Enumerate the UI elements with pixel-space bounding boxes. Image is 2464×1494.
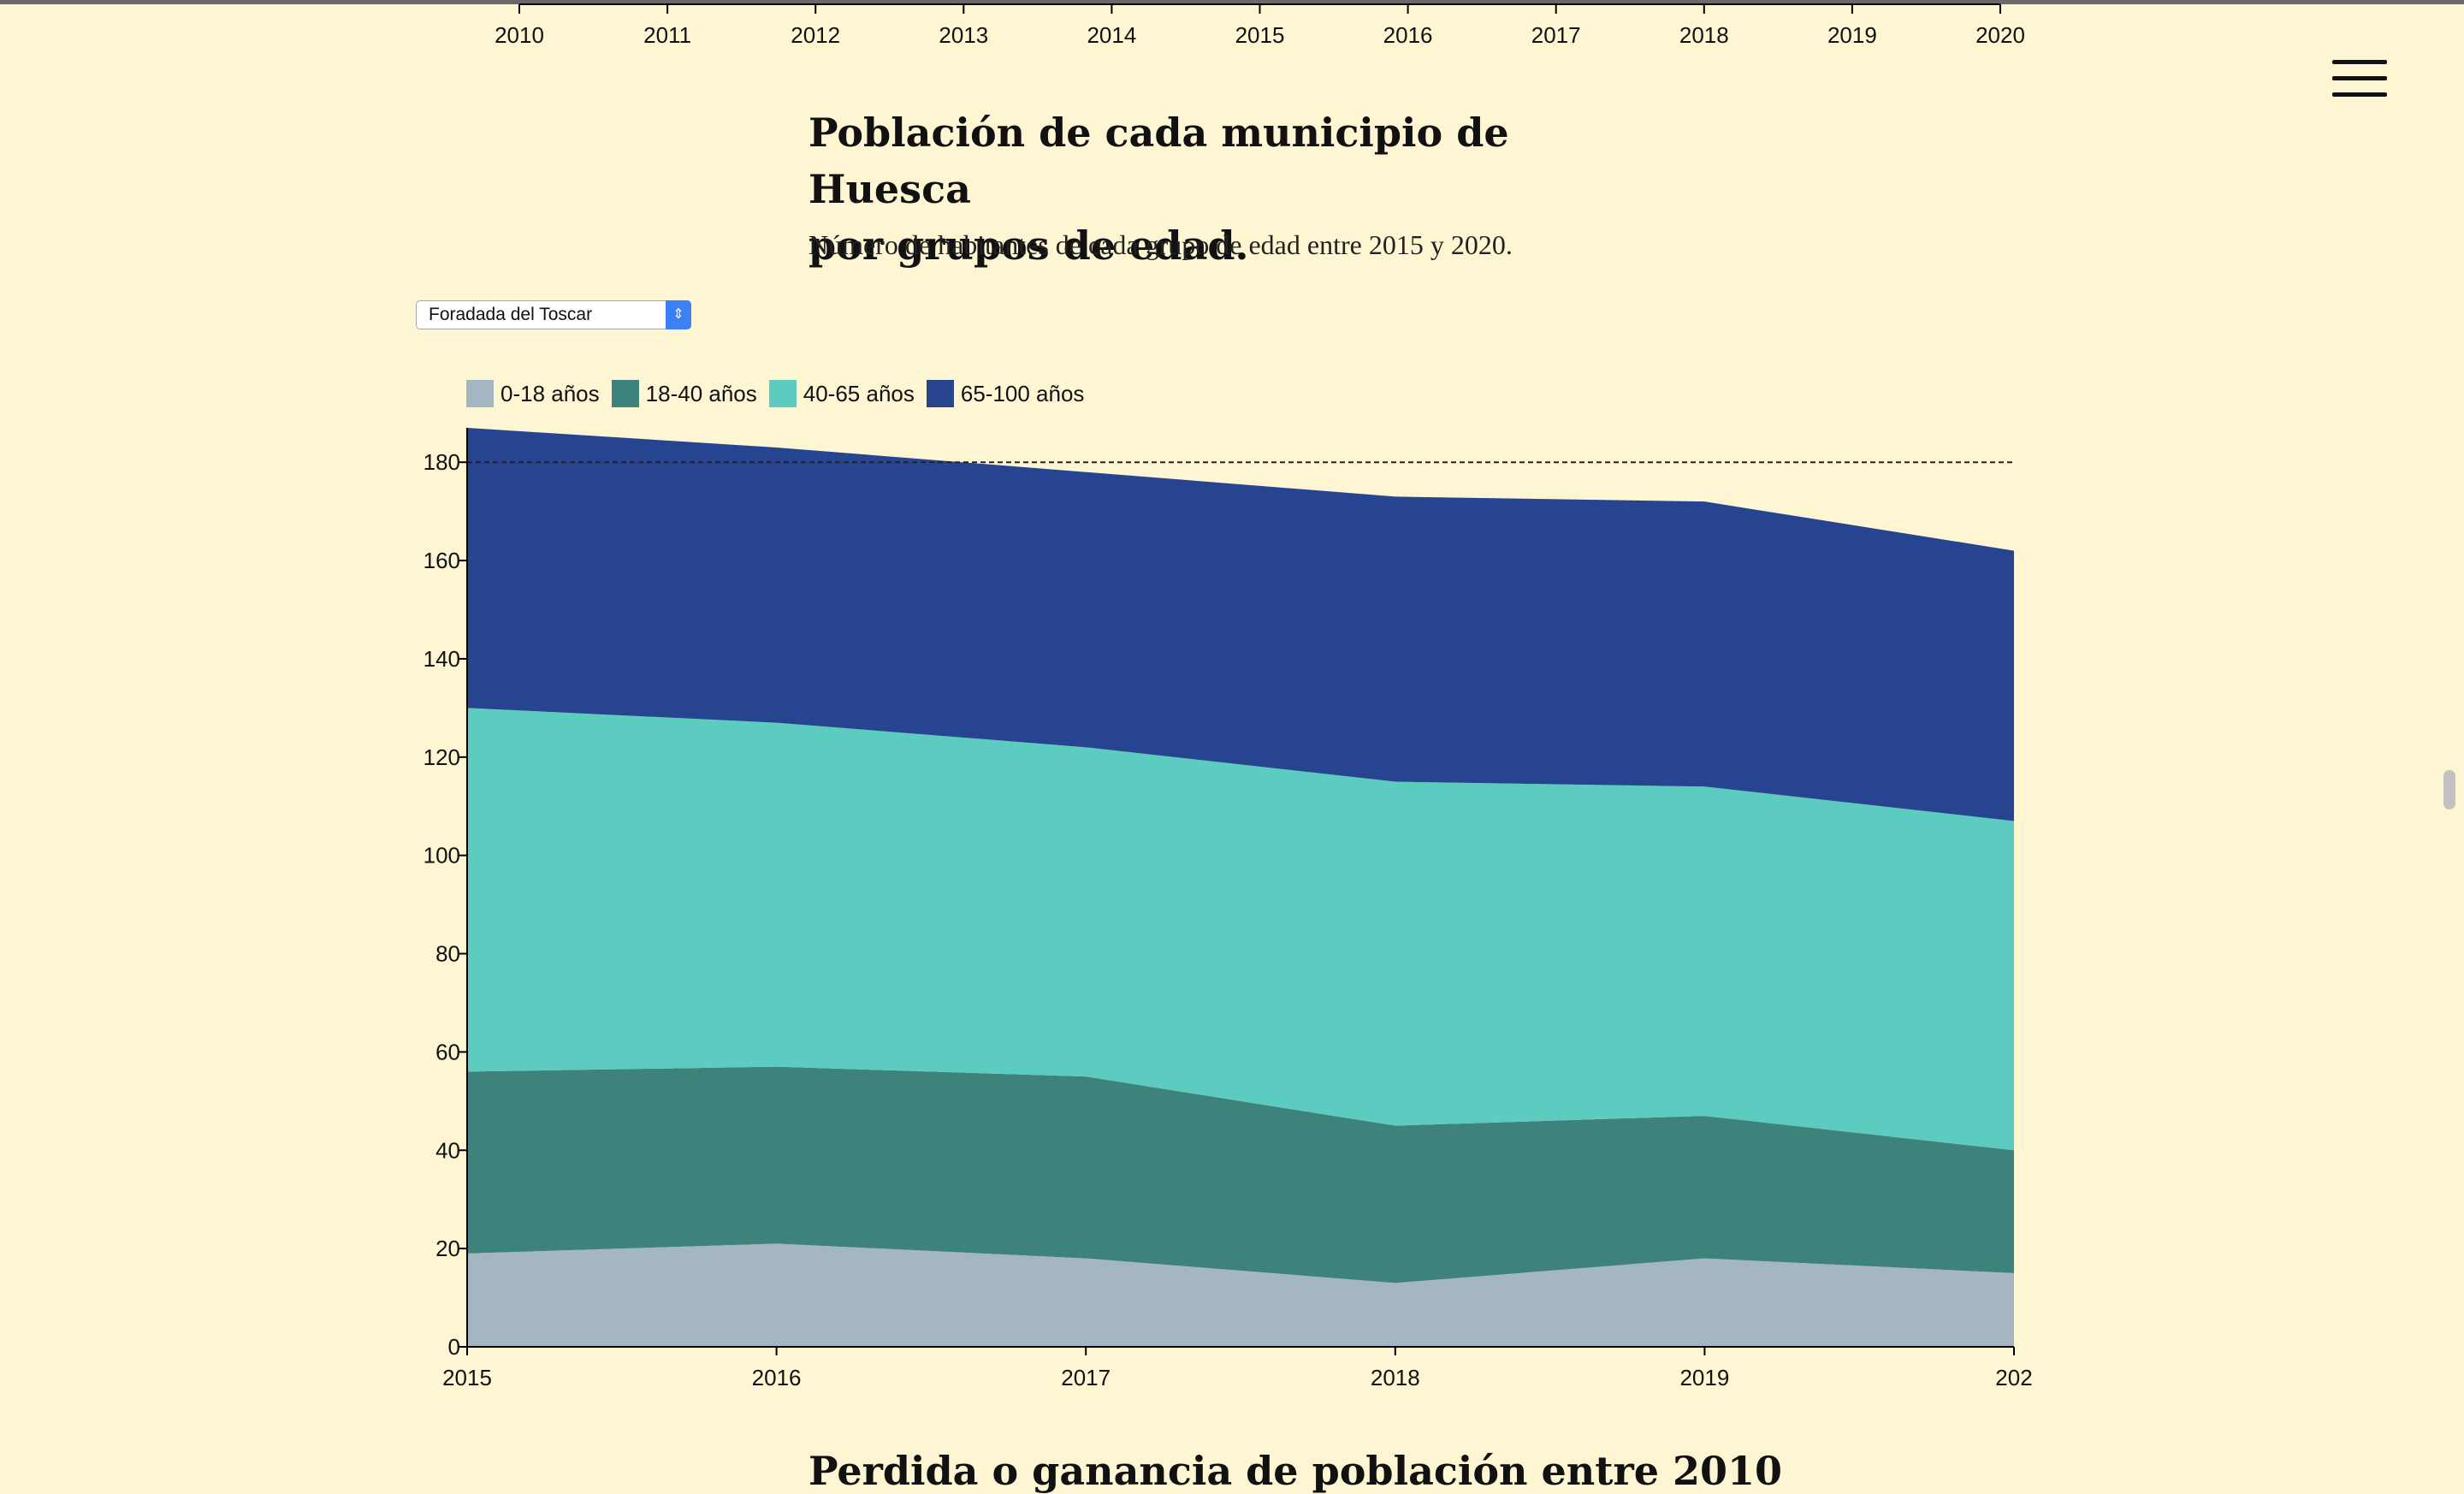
top-axis-tick-label: 2014 [1087,22,1136,48]
top-axis-tick-label: 2012 [791,22,840,48]
legend-label: 65-100 años [960,380,1085,406]
top-border [0,0,2464,4]
legend-swatch [611,380,639,407]
previous-chart-x-axis: 2010 2011 2012 2013 2014 2015 2016 2017 2018 2019… [495,3,2025,48]
x-axis-tick-label: 2018 [1371,1365,1420,1390]
top-axis-tick-label: 2010 [495,22,544,48]
legend-swatch [926,380,954,407]
area-series [467,1066,2014,1284]
chart-legend: 0-18 años 18-40 años 40-65 años 65-100 años [466,376,1096,411]
legend-item: 65-100 años [926,380,1085,407]
area-series [467,708,2014,1151]
x-axis-tick-label: 2019 [1679,1365,1729,1390]
legend-label: 0-18 años [500,380,600,406]
top-axis-tick-label: 2016 [1383,22,1433,48]
x-axis-tick-label: 2016 [752,1365,802,1390]
y-axis-tick-label: 100 [424,843,460,869]
next-section-title: Perdida o ganancia de población entre 20… [808,1448,1783,1494]
y-axis-tick-label: 60 [435,1039,460,1064]
select-updown-icon: ⇕ [666,300,691,329]
y-axis-tick-label: 80 [435,941,460,967]
chart-title: Población de cada municipio de Huesca po… [808,104,1664,274]
chart-title-line-1: Población de cada municipio de Huesca [808,110,1509,212]
chart-subtitle: Número de habitantes de cada grupo de ed… [808,229,1513,260]
top-axis-tick-label: 2019 [1827,22,1877,48]
top-axis-tick-label: 2013 [939,22,988,48]
chart-title-line-2: por grupos de edad. [808,222,1249,269]
y-axis-tick-label: 0 [448,1334,460,1360]
municipality-select-value: Foradada del Toscar [429,305,593,324]
x-axis-tick-label: 2017 [1061,1365,1111,1390]
y-axis-tick-label: 180 [424,449,460,475]
x-axis-tick-label: 202 [1995,1365,2032,1390]
y-axis-tick-label: 120 [424,744,460,770]
legend-swatch [466,380,494,407]
y-axis-tick-label: 160 [424,548,460,573]
top-axis-tick-label: 2015 [1235,22,1285,48]
y-axis-tick-label: 40 [435,1137,460,1163]
top-axis-tick-label: 2020 [1975,22,2025,48]
x-axis-tick-label: 2015 [442,1365,492,1390]
legend-item: 40-65 años [768,380,915,407]
municipality-select[interactable]: Foradada del Toscar ⇕ [416,300,691,329]
y-axis-tick-label: 140 [424,646,460,672]
top-axis-tick-label: 2011 [643,22,691,48]
legend-label: 40-65 años [803,380,915,406]
area-series [467,428,2014,821]
hamburger-menu-icon[interactable] [2332,60,2387,104]
top-axis-tick-label: 2018 [1679,22,1729,48]
legend-item: 0-18 años [466,380,600,407]
area-series [467,1243,2014,1347]
top-axis-tick-label: 2017 [1531,22,1581,48]
legend-item: 18-40 años [611,380,757,407]
legend-swatch [768,380,797,407]
y-axis-tick-label: 20 [435,1236,460,1261]
scrollbar-thumb[interactable] [2443,770,2455,809]
legend-label: 18-40 años [645,380,757,406]
